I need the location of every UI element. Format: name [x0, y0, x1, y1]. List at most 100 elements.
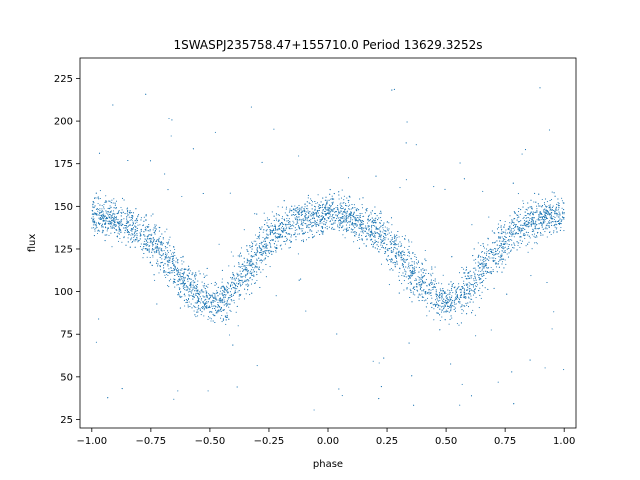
- data-point: [555, 208, 557, 210]
- data-point: [373, 232, 375, 234]
- data-point: [418, 293, 420, 295]
- data-point: [260, 250, 262, 252]
- data-point: [254, 253, 256, 255]
- data-point: [315, 202, 317, 205]
- data-point: [346, 197, 348, 199]
- data-point: [296, 229, 298, 231]
- data-point: [297, 222, 299, 224]
- data-point: [556, 227, 558, 229]
- data-point: [346, 215, 348, 217]
- data-point: [359, 214, 361, 216]
- data-point: [326, 225, 328, 227]
- data-point: [384, 239, 386, 241]
- data-point: [342, 219, 345, 221]
- data-point: [159, 254, 161, 256]
- data-point: [539, 205, 541, 207]
- data-point: [487, 244, 489, 246]
- data-point: [361, 229, 363, 231]
- data-point: [220, 298, 222, 300]
- data-point: [319, 207, 321, 209]
- data-point: [216, 312, 218, 314]
- data-point: [548, 204, 550, 206]
- data-point: [482, 285, 484, 287]
- data-point: [253, 263, 255, 265]
- data-point: [102, 215, 104, 217]
- data-point: [369, 239, 372, 241]
- data-point: [229, 291, 231, 293]
- data-point: [231, 278, 233, 280]
- data-point: [259, 234, 261, 236]
- data-point: [510, 223, 512, 225]
- data-point: [348, 227, 350, 229]
- data-point: [538, 214, 540, 216]
- data-point: [126, 214, 129, 216]
- data-point: [194, 274, 196, 276]
- data-point: [254, 270, 256, 272]
- data-point: [104, 216, 106, 218]
- data-point: [265, 246, 267, 248]
- data-point: [432, 282, 434, 284]
- data-point: [425, 279, 427, 281]
- data-point: [356, 208, 358, 210]
- data-point: [120, 215, 122, 217]
- data-point: [481, 269, 483, 271]
- data-point: [288, 228, 290, 230]
- data-point: [246, 280, 248, 282]
- data-point: [380, 386, 382, 388]
- data-point: [350, 217, 352, 219]
- data-point: [492, 260, 494, 262]
- data-point: [287, 224, 289, 226]
- data-point: [331, 226, 333, 228]
- data-point: [519, 228, 521, 230]
- data-point: [154, 242, 156, 244]
- data-point: [228, 265, 230, 267]
- data-point: [539, 213, 541, 215]
- data-point: [337, 226, 339, 228]
- data-point: [433, 287, 435, 289]
- data-point: [358, 233, 360, 235]
- data-point: [441, 296, 443, 298]
- data-point: [396, 244, 398, 246]
- data-point: [380, 220, 382, 222]
- data-point: [92, 206, 94, 208]
- data-point: [534, 226, 536, 228]
- data-point: [294, 227, 296, 229]
- data-point: [143, 240, 145, 242]
- data-point: [488, 271, 490, 274]
- data-point: [226, 301, 228, 303]
- data-point: [204, 307, 206, 309]
- data-point: [256, 267, 258, 269]
- data-point: [425, 293, 427, 295]
- data-point: [387, 230, 389, 232]
- data-point: [365, 228, 368, 230]
- data-point: [472, 286, 475, 288]
- data-point: [526, 226, 528, 228]
- data-point: [201, 281, 203, 283]
- data-point: [213, 293, 215, 295]
- data-point: [407, 264, 409, 266]
- data-point: [91, 219, 94, 221]
- data-point: [230, 310, 232, 312]
- data-point: [469, 270, 471, 272]
- data-point: [271, 239, 273, 241]
- data-point: [115, 208, 117, 210]
- data-point: [121, 241, 123, 243]
- data-point: [243, 229, 245, 231]
- data-point: [386, 259, 388, 261]
- data-point: [203, 305, 206, 307]
- data-point: [527, 202, 529, 204]
- data-point: [483, 263, 485, 265]
- data-point: [266, 229, 268, 231]
- data-point: [411, 261, 413, 263]
- data-point: [139, 224, 141, 226]
- data-point: [168, 257, 170, 259]
- data-point: [533, 235, 535, 237]
- data-point: [501, 231, 503, 233]
- data-point: [174, 254, 176, 257]
- data-point: [342, 211, 344, 213]
- data-point: [118, 225, 120, 227]
- data-point: [212, 308, 214, 310]
- data-point: [195, 294, 197, 296]
- data-point: [354, 232, 356, 234]
- data-point: [243, 275, 245, 277]
